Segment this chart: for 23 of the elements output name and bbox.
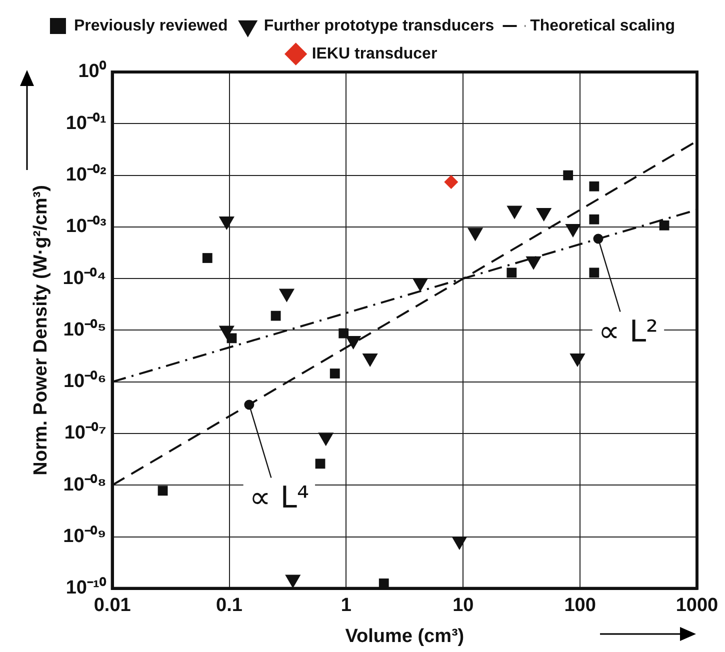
y-tick-label: 10⁻⁰² bbox=[66, 164, 106, 186]
y-tick-label: 10⁻⁰⁵ bbox=[63, 318, 106, 340]
y-tick-label: 10⁻⁰³ bbox=[66, 215, 106, 238]
x-tick-label: 1 bbox=[340, 595, 352, 616]
y-tick-label: 10⁻⁰⁴ bbox=[62, 266, 106, 289]
legend-label: Further prototype transducers bbox=[264, 17, 494, 34]
y-tick-label: 10⁻⁰⁶ bbox=[63, 370, 106, 392]
y-tick-label: 10⁻⁰⁹ bbox=[63, 524, 106, 547]
annotation: ∝ L⁴ bbox=[249, 480, 310, 516]
y-tick-label: 10⁻⁰¹ bbox=[66, 112, 106, 134]
legend-label: Theoretical scaling bbox=[530, 17, 676, 34]
y-tick-label: 10⁻⁰⁸ bbox=[63, 473, 106, 496]
annotation: ∝ L² bbox=[598, 314, 658, 350]
x-tick-label: 100 bbox=[564, 595, 596, 616]
y-tick-label: 10⁻⁰⁷ bbox=[64, 422, 106, 444]
y-tick-label: 10⁰ bbox=[78, 60, 106, 82]
x-tick-label: 1000 bbox=[676, 595, 718, 616]
x-tick-label: 10 bbox=[452, 595, 474, 616]
legend-label: Previously reviewed bbox=[74, 17, 228, 34]
x-tick-label: 0.1 bbox=[216, 595, 243, 616]
y-axis-title: Norm. Power Density (W·g²/cm³) bbox=[30, 185, 52, 476]
x-axis-title: Volume (cm³) bbox=[345, 626, 464, 647]
legend-label: IEKU transducer bbox=[312, 45, 438, 62]
